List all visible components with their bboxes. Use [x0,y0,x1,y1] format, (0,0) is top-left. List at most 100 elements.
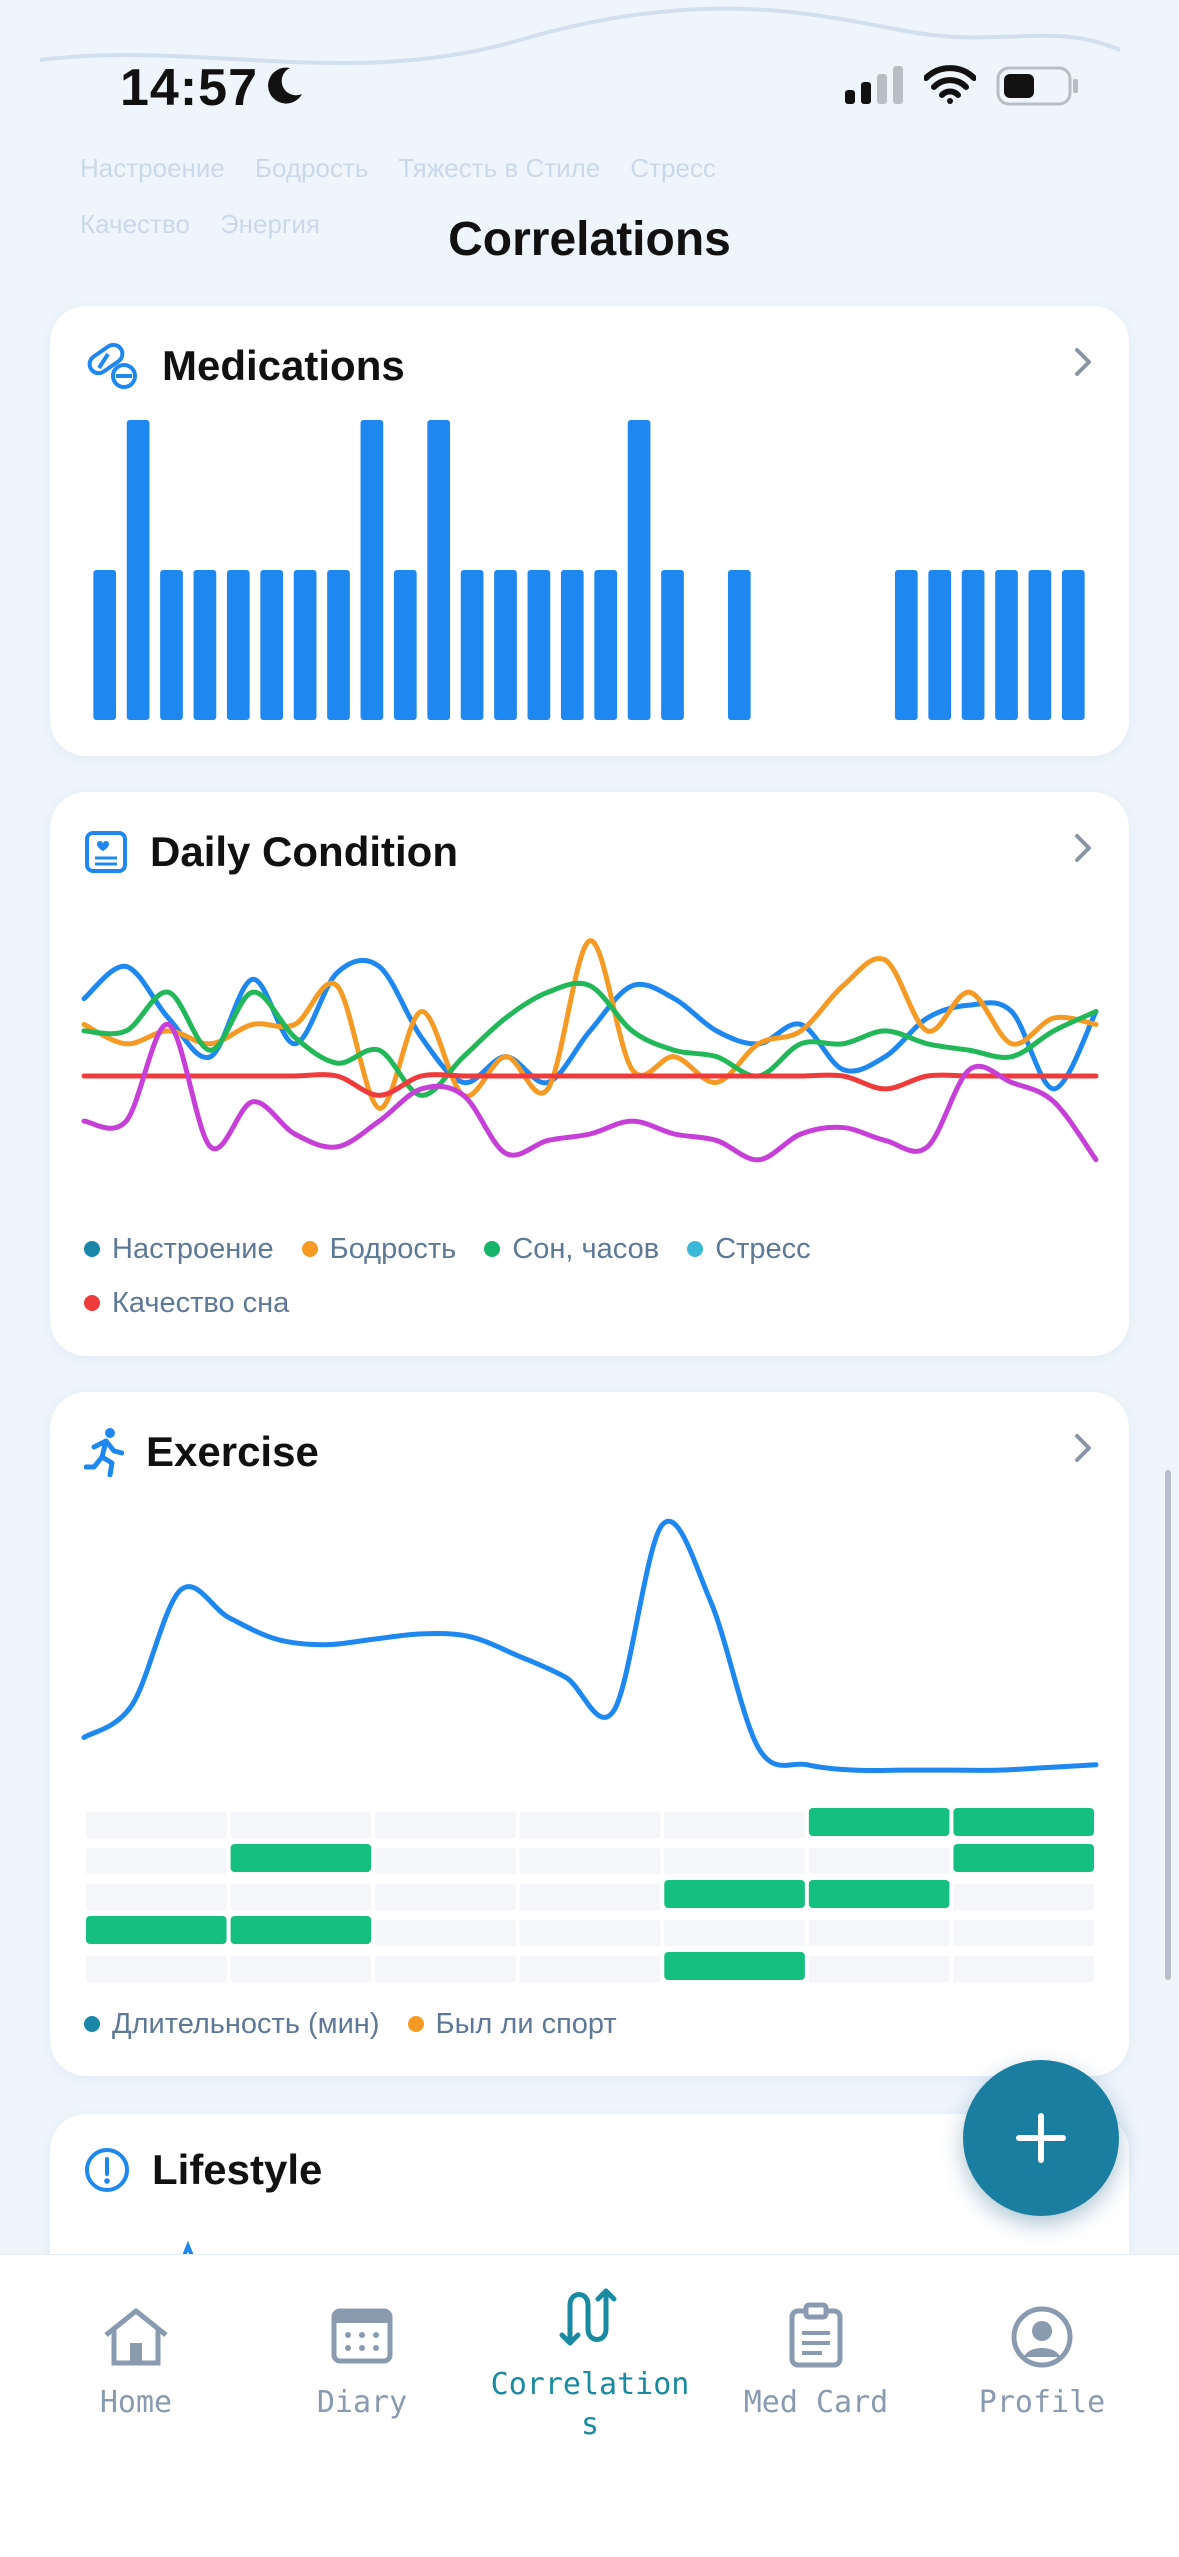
medication-bar [460,570,484,720]
legend-item: Длительность (мин) [84,1997,379,2051]
medication-bar [293,570,317,720]
tab-bar: Home Diary Correlation s Med Card [0,2254,1179,2557]
plus-icon [1016,2113,1066,2163]
cellular-signal-icon [845,66,903,104]
activity-cell-filled [808,1880,950,1908]
condition-series-line [81,957,1099,1092]
medication-bar [427,420,451,720]
tab-correlations[interactable]: Correlation s [472,2255,708,2455]
tab-label: Correlation s [490,2367,690,2442]
tab-label: Profile [978,2385,1106,2420]
activity-cell-empty [953,1884,1094,1910]
activity-cell-empty [519,1812,661,1838]
clipboard-heart-icon [85,831,127,873]
activity-cell-empty [664,1920,805,1946]
activity-cell-filled [664,1880,805,1908]
tab-diary[interactable]: Diary [244,2255,480,2455]
daily-condition-legend: Настроение Бодрость Сон, часов Стресс Ка… [84,1222,1084,1330]
activity-cell-empty [808,1920,950,1946]
activity-cell-empty [519,1920,661,1946]
activity-cell-empty [230,1884,372,1910]
exercise-duration-line [81,1518,1099,1774]
medication-bar [995,570,1018,720]
activity-cell-empty [86,1812,227,1838]
medication-bar [160,570,183,720]
condition-series-line [81,1072,1099,1098]
chevron-right-icon[interactable] [1071,830,1095,866]
daily-condition-line-chart [81,938,1099,1163]
medication-bar [93,570,117,720]
exercise-title: Exercise [146,1428,319,1475]
medication-bar [661,570,684,720]
scrollbar[interactable] [1165,1470,1171,1980]
activity-cell-empty [664,1812,805,1838]
tab-label: Diary [316,2385,408,2420]
page-title: Correlations [448,213,731,266]
activity-cell-empty [519,1956,661,1982]
activity-cell-empty [953,1920,1094,1946]
add-entry-button[interactable] [963,2060,1119,2216]
tab-label: Med Card [743,2385,889,2420]
exercise-legend: Длительность (мин) Был ли спорт [84,1997,1084,2051]
tab-home[interactable]: Home [18,2255,254,2455]
lifestyle-title: Lifestyle [152,2146,323,2193]
correlations-icon [559,2288,617,2346]
medication-bar [627,420,651,720]
activity-cell-filled [808,1808,950,1836]
legend-item: Настроение [84,1222,274,1276]
activity-cell-filled [230,1844,372,1872]
background-chart-ghost [39,6,1121,66]
daily-condition-card[interactable]: Daily Condition Настроение Бодрость Сон,… [50,792,1129,1356]
activity-cell-empty [230,1956,372,1982]
activity-cell-empty [519,1848,661,1874]
medication-bar [327,570,350,720]
legend-item: Сон, часов [484,1222,659,1276]
legend-item: Был ли спорт [407,1997,617,2051]
battery-icon [996,66,1078,106]
condition-series-line [81,980,1099,1098]
clipboard-icon [789,2302,843,2368]
medication-bar [594,570,618,720]
legend-item: Стресс [687,1222,811,1276]
tab-med-card[interactable]: Med Card [698,2255,934,2455]
exercise-card[interactable]: Exercise Длительность (мин) Был ли спорт [50,1392,1129,2076]
medication-bar [494,570,517,720]
background-legend: Настроение Бодрость Тяжесть в Стиле Стресс … [80,153,716,239]
tab-label: Home [99,2385,173,2420]
activity-cell-empty [664,1848,805,1874]
medication-bar [1061,570,1085,720]
activity-cell-empty [808,1956,950,1982]
activity-cell-filled [664,1952,805,1980]
activity-cell-empty [953,1956,1094,1982]
tab-profile[interactable]: Profile [924,2255,1160,2455]
activity-cell-empty [375,1884,516,1910]
chevron-right-icon[interactable] [1071,1430,1095,1466]
calendar-icon [331,2308,393,2364]
activity-cell-empty [86,1848,227,1874]
medication-bar [961,570,985,720]
daily-condition-title: Daily Condition [150,828,458,875]
status-bar: 14:57 [0,0,1179,170]
chevron-right-icon[interactable] [1071,344,1095,380]
medication-bar [360,420,384,720]
status-time: 14:57 [120,59,258,117]
activity-cell-filled [86,1916,227,1944]
exercise-chart [81,1518,1099,1982]
condition-series-line [81,938,1099,1111]
activity-cell-empty [375,1956,516,1982]
medication-bar [1028,570,1052,720]
medication-bar [527,570,551,720]
alert-circle-icon [85,2148,129,2192]
activity-cell-empty [375,1812,516,1838]
house-icon [104,2308,168,2366]
medication-bar [193,570,217,720]
medications-title: Medications [162,342,405,389]
activity-cell-filled [230,1916,372,1944]
wifi-icon [924,65,976,104]
condition-series-line [81,1021,1099,1163]
running-icon [84,1428,124,1477]
legend-item: Бодрость [301,1222,456,1276]
medications-card[interactable]: Medications [50,306,1129,756]
activity-cell-empty [86,1956,227,1982]
activity-cell-empty [230,1812,372,1838]
